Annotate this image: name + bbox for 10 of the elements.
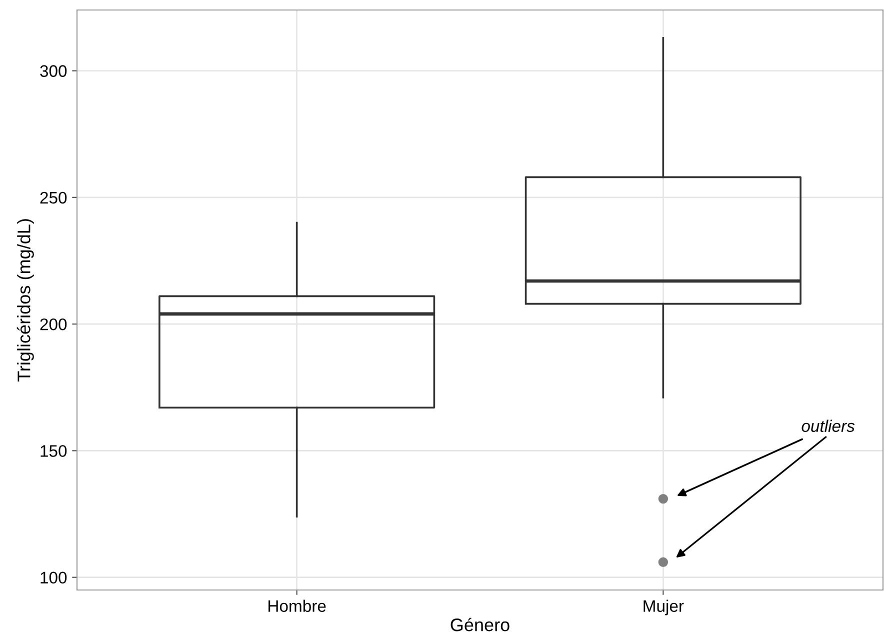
x-tick-label: Hombre <box>268 600 326 612</box>
y-tick-label: 150 <box>40 445 67 457</box>
x-tick-label: Mujer <box>644 600 684 616</box>
y-tick-label: 100 <box>40 572 67 584</box>
y-axis-title: Triglicéridos (mg/dL) <box>16 219 34 382</box>
y-tick-label: 300 <box>40 65 67 77</box>
y-tick-label: 200 <box>40 318 67 330</box>
y-tick-label: 250 <box>40 192 67 204</box>
x-axis-title: Género <box>450 618 510 632</box>
annotation: outliers <box>802 420 855 432</box>
